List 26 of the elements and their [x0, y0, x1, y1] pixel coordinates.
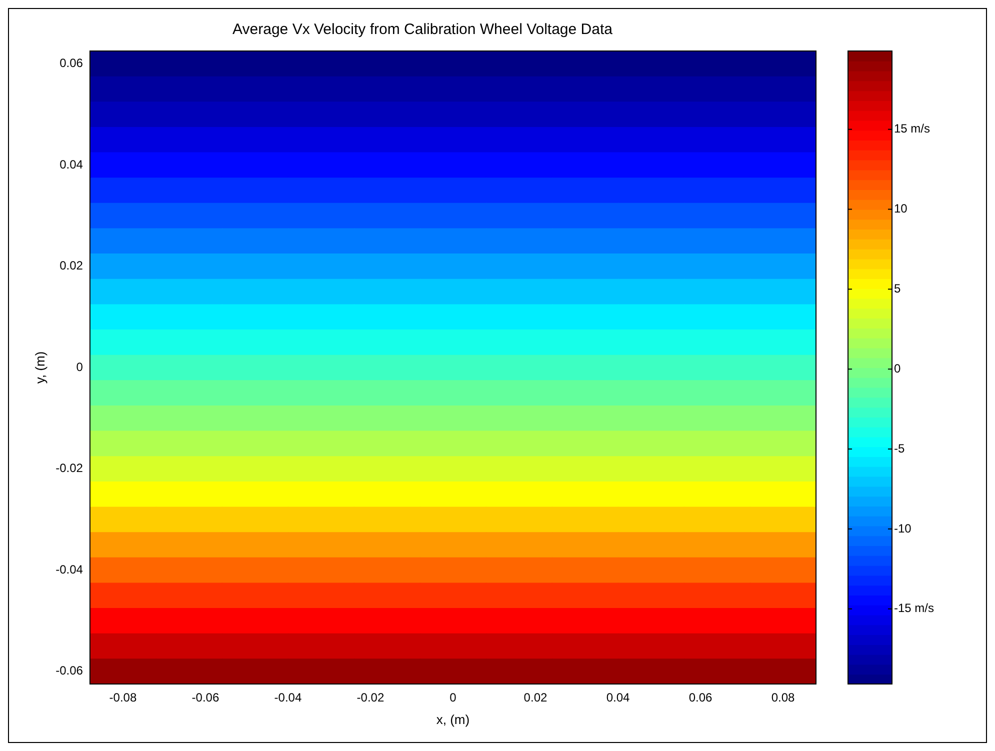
color-bar-label: 10 [894, 202, 908, 216]
x-axis-title: x, (m) [436, 712, 470, 727]
y-tick-label: -0.06 [56, 664, 84, 678]
color-bar-label: -15 m/s [894, 601, 934, 616]
y-tick-label: 0 [76, 360, 84, 374]
x-tick-label: -0.06 [192, 690, 220, 705]
y-tick-label: -0.02 [56, 461, 84, 476]
y-tick-label: -0.04 [56, 562, 84, 576]
color-bar-label: 0 [894, 361, 901, 376]
x-tick-label: -0.08 [109, 690, 137, 705]
x-tick-label: 0.02 [524, 690, 548, 705]
chart-title: Average Vx Velocity from Calibration Wheel Voltage Data [232, 21, 614, 38]
y-tick-label: 0.06 [60, 56, 84, 70]
color-bar-label: -10 [894, 521, 912, 536]
x-tick-label: 0.08 [771, 690, 795, 705]
y-tick-label: 0.04 [60, 157, 84, 172]
color-bar-label: 15 m/s [894, 122, 930, 136]
x-tick-label: 0.06 [688, 690, 712, 705]
y-axis-title: y, (m) [32, 351, 48, 384]
x-tick-label: -0.04 [274, 690, 302, 705]
y-tick-label: 0.02 [60, 258, 84, 273]
color-bar-label: 5 [894, 281, 901, 296]
x-tick-label: 0 [450, 690, 457, 705]
color-bar-label: -5 [894, 441, 905, 456]
x-tick-label: 0.04 [606, 690, 630, 705]
x-tick-label: -0.02 [356, 690, 384, 705]
